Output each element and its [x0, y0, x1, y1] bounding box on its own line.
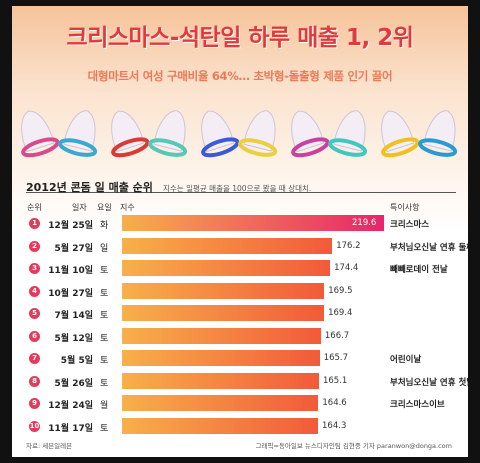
row-day: 토 [100, 333, 109, 344]
row-day: 일 [100, 243, 109, 254]
row-day: 토 [100, 423, 109, 434]
rank-badge: 6 [29, 330, 40, 342]
table-row: 2 5월 27일 일 176.2 부처님오신날 연휴 둘째 날 [12, 236, 468, 256]
table-row: 9 12월 24일 월 164.6 크리스마스이브 [12, 393, 468, 413]
row-day: 월 [100, 401, 109, 411]
bar-value-label: 169.5 [328, 285, 353, 296]
row-note: 크리스마스 [390, 220, 430, 230]
bar-value-label: 169.4 [328, 308, 353, 318]
bar-value-label: 164.6 [322, 398, 347, 408]
row-note: 크리스마스이브 [390, 400, 445, 410]
rank-badge: 5 [29, 308, 40, 319]
product-shape [111, 110, 150, 158]
bar-value-label: 166.7 [324, 330, 350, 341]
table-row: 10 11월 17일 토 164.3 [12, 416, 468, 436]
row-note: 빼빼로데이 전날 [390, 265, 448, 275]
table-row: 8 5월 26일 토 165.1 부처님오신날 연휴 첫날 [12, 371, 468, 391]
row-date: 11월 17일 [48, 423, 93, 434]
chart-rows: 1 12월 25일 화 219.6 크리스마스 2 5월 27일 일 176.2 부처님오신날 연… [12, 213, 468, 443]
rank-badge: 8 [29, 375, 40, 387]
headline: 크리스마스-석탄일 하루 매출 1, 2위 [66, 25, 414, 51]
row-date: 11월 10일 [48, 266, 93, 276]
product-shape [201, 110, 240, 158]
row-date: 5월 27일 [54, 243, 93, 254]
product-shape [418, 110, 458, 157]
column-header-day: 요일 [97, 203, 112, 212]
bar-value-label: 219.6 [352, 218, 377, 228]
bar-value-label: 165.1 [322, 375, 348, 386]
bar [122, 372, 319, 389]
row-day: 화 [100, 221, 109, 231]
column-header-notes: 특이사항 [390, 203, 420, 212]
bar-value-label: 164.3 [322, 420, 347, 431]
table-row: 4 10월 27일 토 169.5 [12, 281, 468, 301]
table-row: 5 7월 14일 토 169.4 [12, 303, 468, 323]
chart-header: 2012년 콘돔 일 매출 순위 지수는 일평균 매출을 100으로 봤을 때 … [26, 176, 456, 194]
infographic-card: 크리스마스-석탄일 하루 매출 1, 2위 대형마트서 여성 구매비율 64%…… [12, 6, 468, 457]
rank-badge: 10 [29, 420, 40, 432]
row-day: 토 [100, 378, 109, 389]
rank-badge: 2 [29, 240, 40, 252]
row-date: 12월 24일 [48, 401, 93, 411]
credit-note: 그래픽=동아일보 뉴스디자인팀 김현중 기자 paranwon@donga.co… [255, 442, 452, 450]
row-date: 10월 27일 [48, 288, 93, 299]
product-shape [238, 110, 278, 157]
row-date: 12월 25일 [48, 221, 93, 231]
row-day: 토 [100, 356, 109, 366]
rank-badge: 7 [29, 353, 40, 364]
row-date: 7월 14일 [54, 311, 93, 321]
source-note: 자료: 세븐일레븐 [26, 442, 73, 450]
rank-badge: 1 [29, 218, 40, 229]
bar [122, 395, 319, 411]
product-shape [148, 110, 188, 157]
rank-badge: 3 [29, 263, 40, 274]
product-shape [58, 110, 98, 157]
bar-value-label: 174.4 [334, 263, 359, 273]
bar [122, 215, 384, 231]
row-date: 5월 5일 [60, 356, 93, 366]
row-note: 어린이날 [390, 355, 422, 365]
product-shape [328, 110, 368, 157]
bar-value-label: 165.7 [323, 353, 349, 363]
row-day: 토 [100, 266, 109, 276]
row-note: 부처님오신날 연휴 둘째 날 [390, 242, 468, 253]
rank-badge: 4 [29, 285, 40, 297]
column-header-date: 일자 [72, 203, 87, 212]
bar [122, 237, 333, 254]
row-date: 5월 26일 [54, 378, 93, 389]
product-shape [21, 110, 60, 158]
row-date: 5월 12일 [54, 333, 93, 344]
bar [122, 327, 321, 344]
table-row: 3 11월 10일 토 174.4 빼빼로데이 전날 [12, 258, 468, 278]
column-header-index: 지수 [120, 203, 135, 212]
bar [122, 260, 331, 276]
bar [122, 282, 325, 299]
product-shape [381, 110, 420, 158]
rank-badge: 9 [29, 398, 40, 409]
product-illustration [21, 110, 458, 158]
bar-value-label: 176.2 [336, 240, 361, 251]
row-day: 토 [100, 288, 109, 299]
bar [122, 417, 319, 434]
subheadline: 대형마트서 여성 구매비율 64%… 초박형-돌출형 제품 인기 끌어 [87, 69, 393, 83]
bar [122, 350, 320, 366]
chart-note: 지수는 일평균 매출을 100으로 봤을 때 상대치. [163, 184, 312, 193]
chart-title: 2012년 콘돔 일 매출 순위 [26, 181, 153, 194]
table-row: 6 5월 12일 토 166.7 [12, 326, 468, 346]
table-row: 1 12월 25일 화 219.6 크리스마스 [12, 213, 468, 233]
product-shape [291, 110, 330, 158]
column-header-rank: 순위 [27, 203, 42, 212]
table-row: 7 5월 5일 토 165.7 어린이날 [12, 348, 468, 368]
bar [122, 305, 325, 321]
row-day: 토 [100, 311, 109, 321]
row-note: 부처님오신날 연휴 첫날 [390, 377, 468, 388]
